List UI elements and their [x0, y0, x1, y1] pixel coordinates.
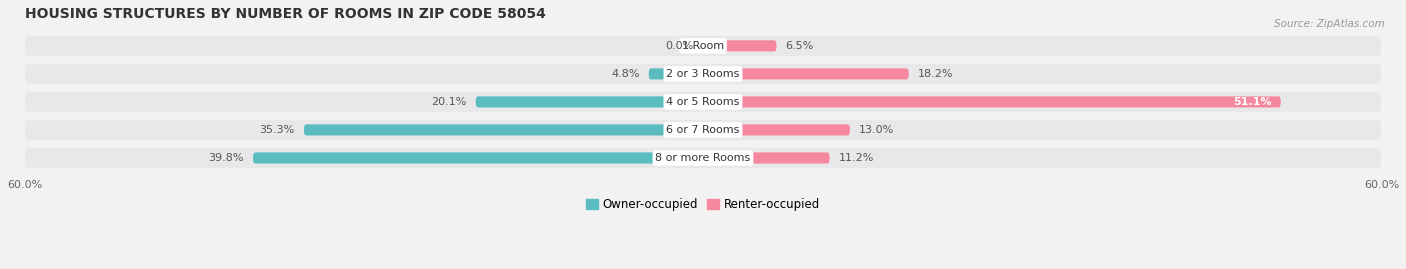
FancyBboxPatch shape: [648, 68, 703, 79]
Text: 4.8%: 4.8%: [612, 69, 640, 79]
FancyBboxPatch shape: [24, 120, 1382, 140]
Text: 6 or 7 Rooms: 6 or 7 Rooms: [666, 125, 740, 135]
FancyBboxPatch shape: [703, 40, 776, 51]
Text: 1 Room: 1 Room: [682, 41, 724, 51]
Text: 8 or more Rooms: 8 or more Rooms: [655, 153, 751, 163]
FancyBboxPatch shape: [24, 36, 1382, 56]
FancyBboxPatch shape: [703, 153, 830, 164]
FancyBboxPatch shape: [24, 64, 1382, 84]
Text: 39.8%: 39.8%: [208, 153, 243, 163]
Text: Source: ZipAtlas.com: Source: ZipAtlas.com: [1274, 19, 1385, 29]
FancyBboxPatch shape: [475, 96, 703, 107]
Text: 18.2%: 18.2%: [918, 69, 953, 79]
FancyBboxPatch shape: [24, 92, 1382, 112]
Text: 35.3%: 35.3%: [260, 125, 295, 135]
FancyBboxPatch shape: [703, 96, 1281, 107]
Legend: Owner-occupied, Renter-occupied: Owner-occupied, Renter-occupied: [581, 193, 825, 215]
Text: 51.1%: 51.1%: [1233, 97, 1272, 107]
Text: 11.2%: 11.2%: [839, 153, 875, 163]
Text: 20.1%: 20.1%: [432, 97, 467, 107]
FancyBboxPatch shape: [24, 148, 1382, 168]
Text: 4 or 5 Rooms: 4 or 5 Rooms: [666, 97, 740, 107]
Text: 6.5%: 6.5%: [786, 41, 814, 51]
FancyBboxPatch shape: [253, 153, 703, 164]
Text: 2 or 3 Rooms: 2 or 3 Rooms: [666, 69, 740, 79]
FancyBboxPatch shape: [703, 124, 851, 136]
FancyBboxPatch shape: [304, 124, 703, 136]
Text: 13.0%: 13.0%: [859, 125, 894, 135]
Text: HOUSING STRUCTURES BY NUMBER OF ROOMS IN ZIP CODE 58054: HOUSING STRUCTURES BY NUMBER OF ROOMS IN…: [24, 7, 546, 21]
FancyBboxPatch shape: [703, 68, 908, 79]
Text: 0.0%: 0.0%: [665, 41, 695, 51]
